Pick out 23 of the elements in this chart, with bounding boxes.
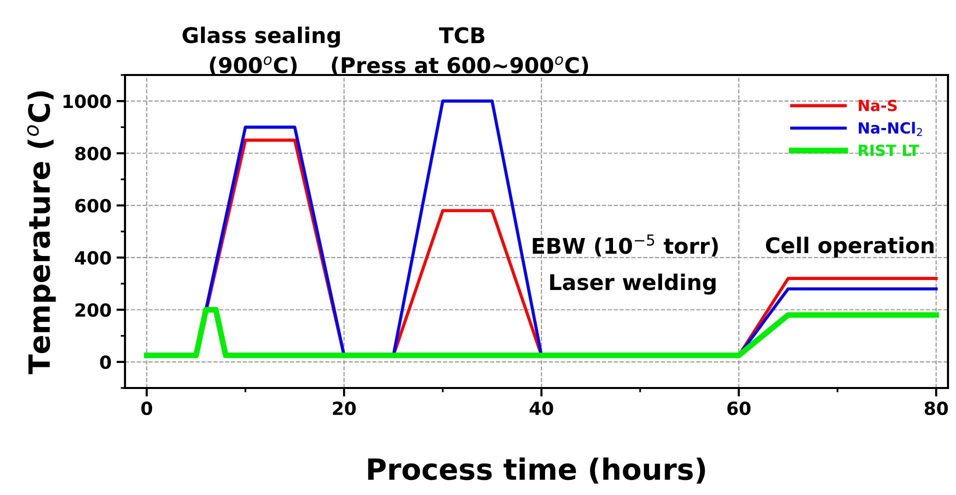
x-tick-label: 40 <box>530 402 554 416</box>
x-tick-label: 0 <box>141 402 152 416</box>
y-tick-label: 200 <box>76 303 111 317</box>
annotation: (900$^{o}$C) <box>210 56 297 76</box>
annotation: Laser welding <box>550 274 716 295</box>
y-tick-label: 0 <box>100 355 111 370</box>
y-axis-title: Temperature ($^{o}$C) <box>27 91 56 374</box>
y-tick-label: 600 <box>75 198 111 213</box>
x-tick-label: 60 <box>727 402 750 416</box>
text: TCB <box>439 27 484 44</box>
legend-label: Na-S <box>858 100 897 112</box>
x-tick-label: 80 <box>924 402 948 416</box>
annotation: (Press at 600~900$^{o}$C) <box>332 56 588 76</box>
x-axis-title: Process time (hours) <box>368 458 705 484</box>
annotation: EBW (10$^{−5}$ torr) <box>532 234 718 257</box>
y-tick-label: 800 <box>75 146 111 160</box>
x-tick-label: 20 <box>332 402 356 416</box>
annotation: Cell operation <box>766 236 934 258</box>
text: Glass sealing <box>182 26 340 48</box>
legend-label: Na-NCl$_{2}$ <box>858 122 922 136</box>
legend-label: RIST LT <box>858 144 920 156</box>
y-tick-label: 400 <box>74 251 111 265</box>
y-tick-label: 1000 <box>64 94 111 108</box>
